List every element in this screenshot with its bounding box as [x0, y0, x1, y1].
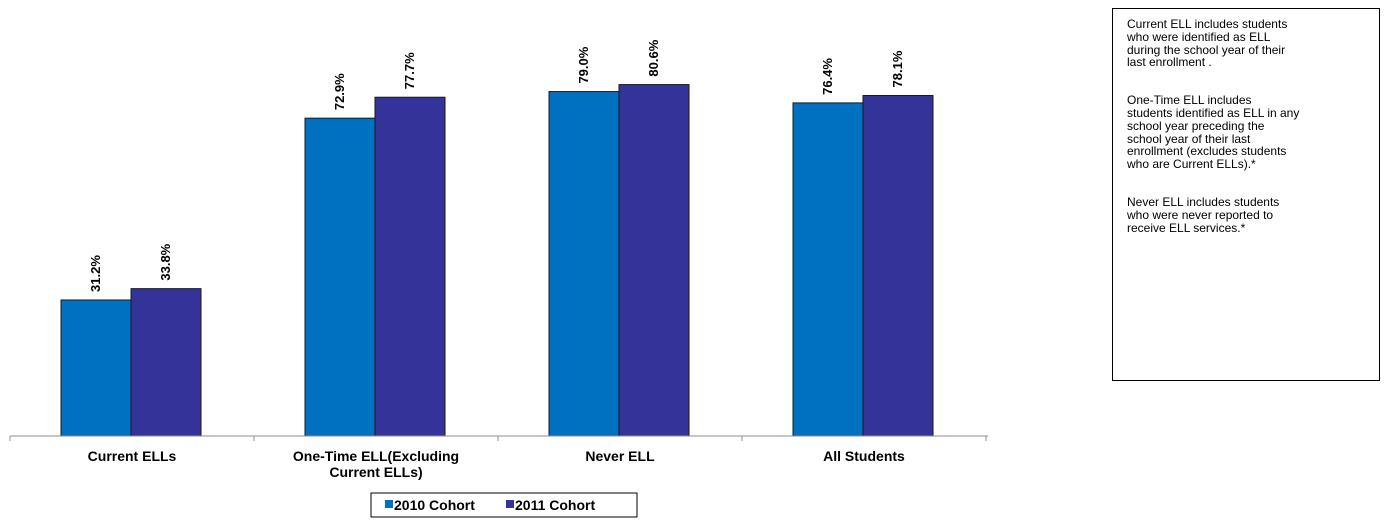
- legend-swatch-2010: [385, 500, 393, 508]
- bar-2010-1: [304, 117, 376, 437]
- bar-2011-1: [374, 96, 446, 437]
- note-never-ell: Never ELL includes students who were nev…: [1127, 194, 1280, 235]
- bar-2010-0: [60, 299, 132, 437]
- x-axis-ticks: [9, 436, 987, 441]
- legend-label-2010: 2010 Cohort: [394, 497, 475, 513]
- definitions-note-box: Current ELL includes students who were i…: [1112, 8, 1380, 381]
- data-label: 76.4%: [820, 58, 835, 95]
- note-one-time-ell: One-Time ELL includes students identifie…: [1127, 93, 1300, 172]
- category-label-line: All Students: [823, 448, 905, 464]
- data-label: 33.8%: [158, 243, 173, 280]
- bar-chart: 31.2% 33.8% 72.9% 77.7% 79.0% 80.6% 76.4% 78.1%…: [9, 39, 988, 518]
- category-label-line: Never ELL: [585, 448, 655, 464]
- legend-swatch-2011: [506, 500, 514, 508]
- category-label-line: One-Time ELL(Excluding: [293, 448, 459, 464]
- data-label: 31.2%: [88, 255, 103, 292]
- data-label: 78.1%: [890, 50, 905, 87]
- category-label-line: Current ELLs): [329, 464, 422, 480]
- category-labels-group: Current ELLs One-Time ELL(Excluding Curren…: [88, 448, 905, 480]
- note-current-ell: Current ELL includes students who were i…: [1127, 17, 1288, 70]
- data-label: 80.6%: [646, 39, 661, 76]
- category-label-line: Current ELLs: [88, 448, 177, 464]
- category-label: One-Time ELL(Excluding Current ELLs): [293, 448, 459, 480]
- legend-label-2011: 2011 Cohort: [515, 497, 595, 513]
- bar-2011-2: [618, 84, 690, 437]
- category-label: Current ELLs: [88, 448, 177, 464]
- bar-2011-3: [862, 94, 934, 437]
- data-labels-group: 31.2% 33.8% 72.9% 77.7% 79.0% 80.6% 76.4% 78.1%: [88, 39, 905, 292]
- data-label: 79.0%: [576, 46, 591, 83]
- bar-2010-2: [548, 91, 620, 437]
- data-label: 72.9%: [332, 73, 347, 110]
- bar-2010-3: [792, 102, 864, 437]
- data-label: 77.7%: [402, 52, 417, 89]
- category-label: Never ELL: [585, 448, 655, 464]
- bar-2011-0: [130, 288, 202, 437]
- legend-frame: [370, 492, 638, 518]
- category-label: All Students: [823, 448, 905, 464]
- legend: 2010 Cohort 2011 Cohort: [370, 492, 638, 518]
- bars-group: [60, 84, 934, 437]
